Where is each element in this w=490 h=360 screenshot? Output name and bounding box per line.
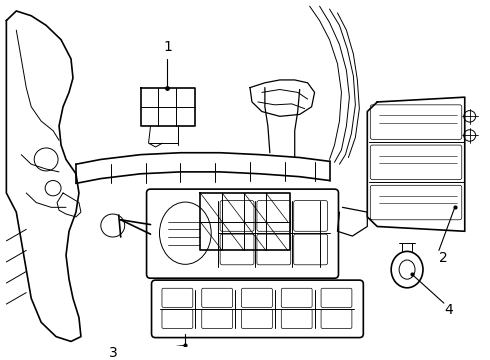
Text: 4: 4 [444, 303, 453, 317]
Text: 1: 1 [163, 40, 172, 54]
Text: 2: 2 [440, 251, 448, 265]
Text: 3: 3 [109, 346, 118, 360]
